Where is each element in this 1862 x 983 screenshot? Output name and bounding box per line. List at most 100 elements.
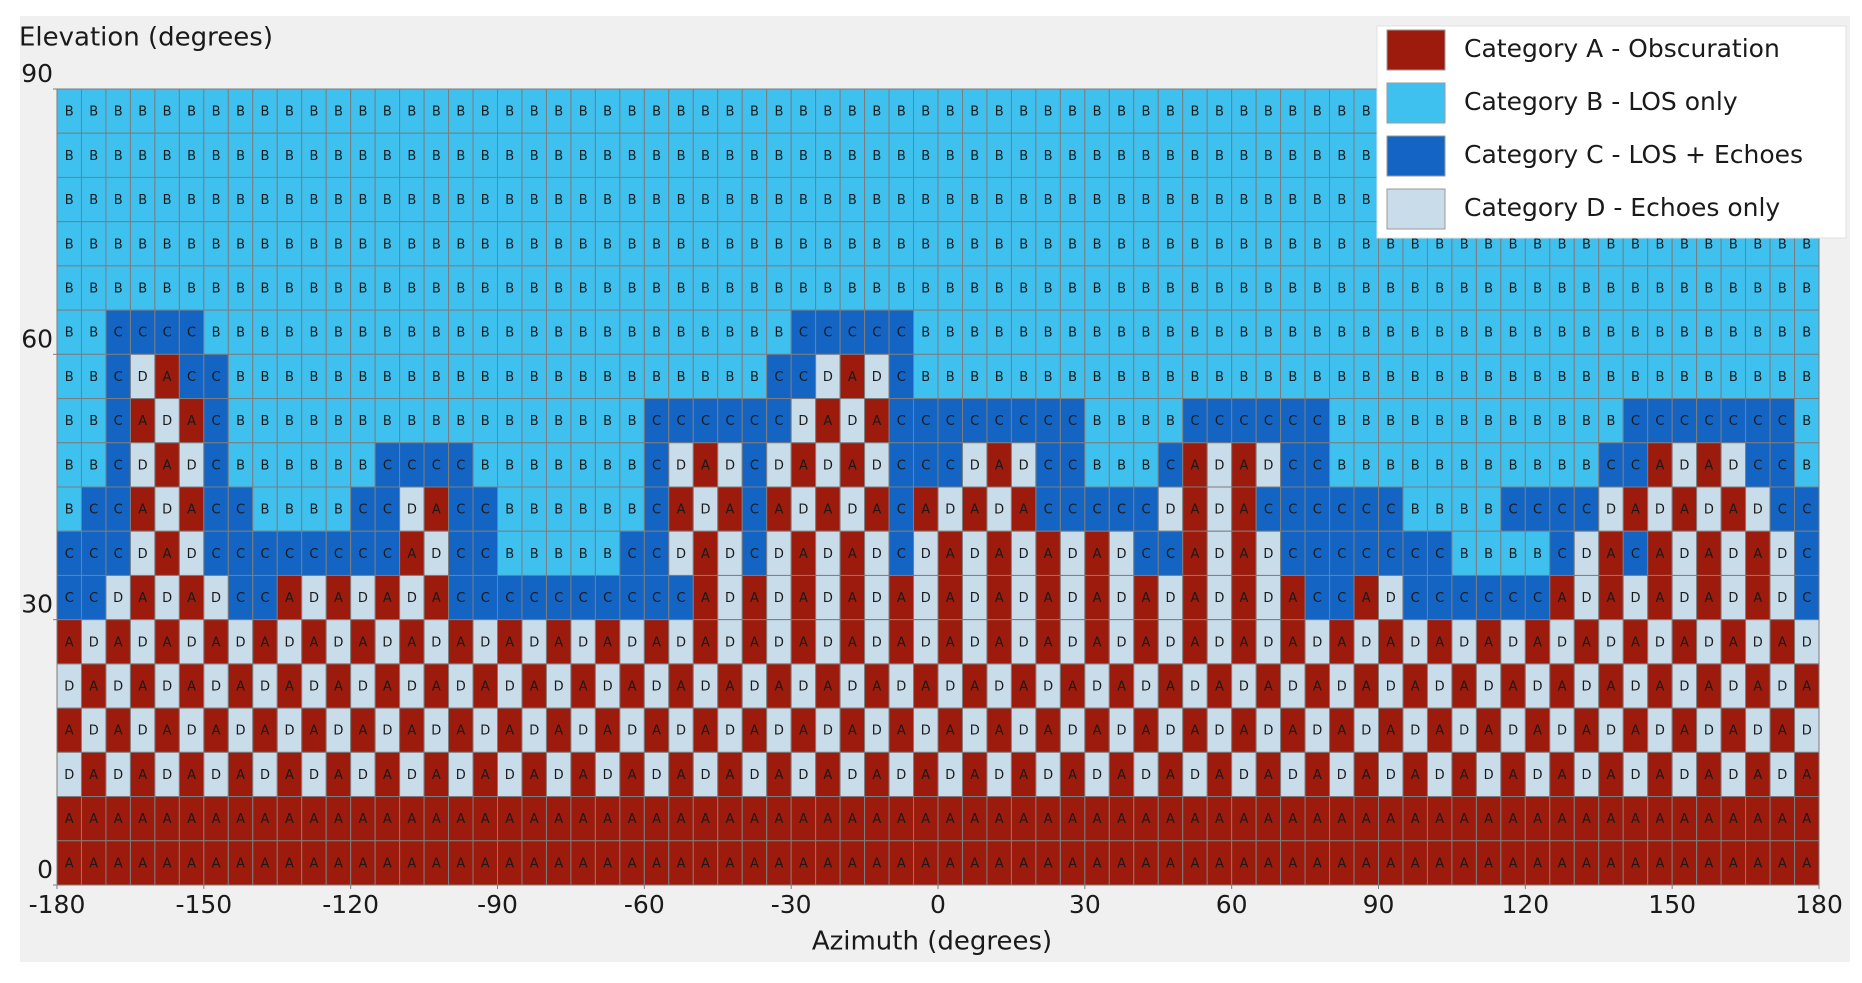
cell bbox=[105, 530, 131, 576]
cell-label: B bbox=[774, 105, 783, 120]
cell-label: A bbox=[652, 635, 661, 650]
cell bbox=[937, 309, 963, 355]
cell-label: C bbox=[1313, 503, 1322, 518]
cell-label: B bbox=[554, 237, 563, 252]
cell-label: C bbox=[114, 326, 123, 341]
cell-label: C bbox=[1288, 547, 1297, 562]
cell bbox=[1108, 707, 1135, 753]
cell-label: D bbox=[187, 724, 197, 739]
cell-label: D bbox=[921, 547, 931, 562]
cell-label: B bbox=[1019, 149, 1028, 164]
cell bbox=[1402, 707, 1428, 753]
cell-label: A bbox=[1166, 856, 1175, 871]
cell-label: D bbox=[1214, 547, 1224, 562]
cell bbox=[472, 619, 498, 665]
cell-label: D bbox=[138, 635, 148, 650]
cell-label: A bbox=[407, 635, 416, 650]
cell-label: D bbox=[945, 503, 955, 518]
cell-label: B bbox=[1558, 237, 1567, 252]
cell-label: D bbox=[994, 768, 1004, 783]
cell-label: A bbox=[1313, 812, 1322, 827]
cell-label: B bbox=[261, 149, 270, 164]
cell-label: C bbox=[1288, 458, 1297, 473]
cell-label: B bbox=[726, 326, 735, 341]
cell-label: A bbox=[1607, 591, 1616, 606]
cell-label: C bbox=[1509, 503, 1518, 518]
cell bbox=[790, 574, 817, 621]
cell-label: A bbox=[799, 812, 808, 827]
cell bbox=[252, 840, 278, 886]
cell bbox=[839, 176, 866, 223]
cell-label: A bbox=[921, 856, 930, 871]
cell-label: B bbox=[628, 458, 637, 473]
cell bbox=[570, 707, 596, 753]
cell-label: D bbox=[1704, 724, 1714, 739]
cell-label: B bbox=[1362, 414, 1371, 429]
cell-label: C bbox=[1778, 503, 1787, 518]
cell-label: D bbox=[774, 591, 784, 606]
cell-label: B bbox=[187, 282, 196, 297]
cell-label: B bbox=[407, 105, 416, 120]
cell-label: A bbox=[1558, 680, 1567, 695]
cell-label: B bbox=[1117, 414, 1126, 429]
cell-label: B bbox=[701, 237, 710, 252]
cell-label: A bbox=[505, 812, 514, 827]
cell bbox=[1084, 398, 1110, 444]
cell bbox=[839, 751, 866, 798]
cell-label: B bbox=[1068, 149, 1077, 164]
cell-label: C bbox=[1362, 547, 1371, 562]
cell bbox=[301, 619, 327, 665]
cell-label: B bbox=[603, 193, 612, 208]
cell bbox=[1084, 176, 1110, 223]
cell bbox=[227, 619, 254, 665]
cell-label: D bbox=[945, 680, 955, 695]
cell bbox=[1035, 176, 1061, 223]
cell-label: C bbox=[1166, 458, 1175, 473]
cell-label: A bbox=[1704, 547, 1713, 562]
cell bbox=[986, 132, 1012, 178]
cell bbox=[129, 353, 156, 400]
cell bbox=[643, 486, 670, 532]
cell-label: B bbox=[1778, 370, 1787, 385]
cell-label: C bbox=[114, 458, 123, 473]
cell-label: C bbox=[897, 458, 906, 473]
cell bbox=[643, 530, 670, 576]
cell bbox=[154, 176, 180, 223]
cell-label: B bbox=[995, 370, 1004, 385]
cell bbox=[1133, 751, 1159, 798]
cell-label: A bbox=[212, 812, 221, 827]
cell-label: B bbox=[212, 237, 221, 252]
cell bbox=[472, 796, 498, 842]
cell-label: B bbox=[383, 149, 392, 164]
cell bbox=[472, 663, 498, 709]
cell bbox=[717, 398, 743, 444]
cell-label: B bbox=[334, 237, 343, 252]
cell bbox=[1549, 398, 1575, 444]
cell-label: D bbox=[701, 680, 711, 695]
cell-label: A bbox=[1093, 724, 1102, 739]
cell bbox=[227, 486, 254, 532]
cell bbox=[1255, 132, 1282, 178]
cell-label: B bbox=[89, 414, 98, 429]
cell bbox=[423, 486, 450, 532]
cell-label: D bbox=[1165, 591, 1175, 606]
cell bbox=[1794, 574, 1820, 621]
cell bbox=[399, 530, 425, 576]
cell-label: B bbox=[334, 149, 343, 164]
cell-label: A bbox=[1778, 856, 1787, 871]
cell-label: B bbox=[1313, 193, 1322, 208]
cell bbox=[1059, 88, 1086, 134]
cell-label: C bbox=[383, 547, 392, 562]
cell bbox=[1353, 176, 1380, 223]
cell bbox=[1255, 796, 1282, 842]
cell-label: B bbox=[1386, 458, 1395, 473]
cell bbox=[986, 530, 1012, 576]
cell-label: B bbox=[1166, 370, 1175, 385]
cell bbox=[1010, 132, 1037, 178]
cell bbox=[1329, 619, 1355, 665]
cell-label: D bbox=[872, 591, 882, 606]
cell-label: D bbox=[1263, 458, 1273, 473]
cell-label: B bbox=[432, 414, 441, 429]
cell bbox=[1255, 309, 1282, 355]
cell bbox=[1549, 840, 1575, 886]
